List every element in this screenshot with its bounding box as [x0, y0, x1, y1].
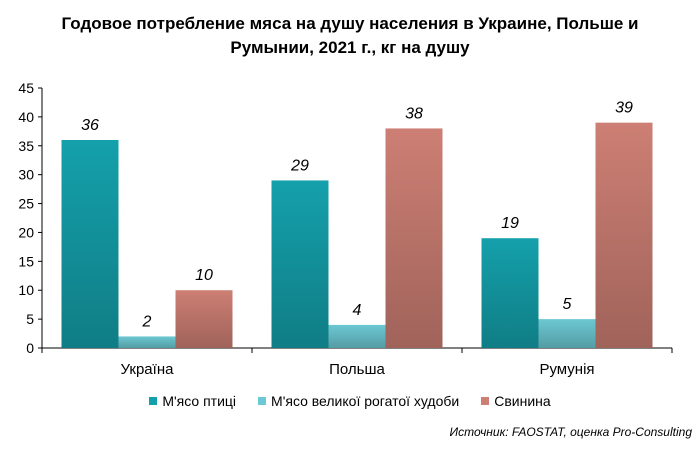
legend-swatch-poultry [149, 397, 158, 405]
y-tick-label: 25 [18, 196, 34, 212]
y-tick-label: 10 [18, 282, 34, 298]
chart-title: Годовое потребление мяса на душу населен… [0, 12, 700, 60]
x-axis: Україна Польша Румунія [41, 347, 673, 378]
bar [118, 336, 176, 348]
x-tick-label: Польша [329, 361, 385, 378]
legend-label-beef: М'ясо великої рогатої худоби [271, 393, 460, 409]
bar [61, 140, 119, 348]
y-tick-label: 5 [26, 311, 34, 327]
legend: М'ясо птиці М'ясо великої рогатої худоби… [0, 393, 700, 409]
legend-item-poultry: М'ясо птиці [149, 393, 236, 409]
y-tick-label: 40 [18, 109, 34, 125]
data-label: 19 [501, 215, 519, 232]
legend-item-beef: М'ясо великої рогатої худоби [258, 393, 459, 409]
bar [538, 319, 596, 348]
legend-item-pork: Свинина [481, 393, 551, 409]
chart-title-line-2: Румынии, 2021 г., кг на душу [230, 38, 470, 57]
y-tick-label: 30 [18, 167, 34, 183]
bar [328, 324, 386, 348]
legend-label-poultry: М'ясо птиці [162, 393, 237, 409]
x-tick-label: Румунія [539, 361, 594, 378]
y-axis: 0 5 10 15 20 25 30 35 40 45 [18, 80, 43, 356]
x-tick-label: Україна [121, 361, 175, 378]
bar [271, 180, 329, 348]
legend-swatch-pork [481, 397, 490, 405]
data-label: 36 [81, 117, 99, 134]
y-tick-label: 15 [18, 253, 34, 269]
legend-label-pork: Свинина [494, 393, 551, 409]
source-note: Источник: FAOSTAT, оценка Pro-Consulting [449, 425, 693, 439]
data-label: 38 [405, 105, 423, 122]
data-label: 39 [615, 100, 633, 117]
y-tick-label: 20 [18, 224, 34, 240]
data-label: 4 [353, 302, 362, 319]
bar [175, 290, 233, 348]
data-label: 2 [142, 313, 152, 330]
bar [385, 128, 443, 348]
bars-group: 36 2 10 29 4 38 19 5 39 [61, 100, 653, 349]
y-tick-label: 0 [26, 340, 34, 356]
data-label: 29 [290, 157, 309, 174]
data-label: 10 [195, 267, 213, 284]
bar [481, 238, 539, 348]
y-tick-label: 45 [18, 80, 34, 96]
chart-title-line-1: Годовое потребление мяса на душу населен… [61, 14, 639, 33]
bar [595, 122, 653, 349]
data-label: 5 [563, 296, 572, 313]
legend-swatch-beef [258, 397, 267, 405]
y-tick-label: 35 [18, 138, 34, 154]
